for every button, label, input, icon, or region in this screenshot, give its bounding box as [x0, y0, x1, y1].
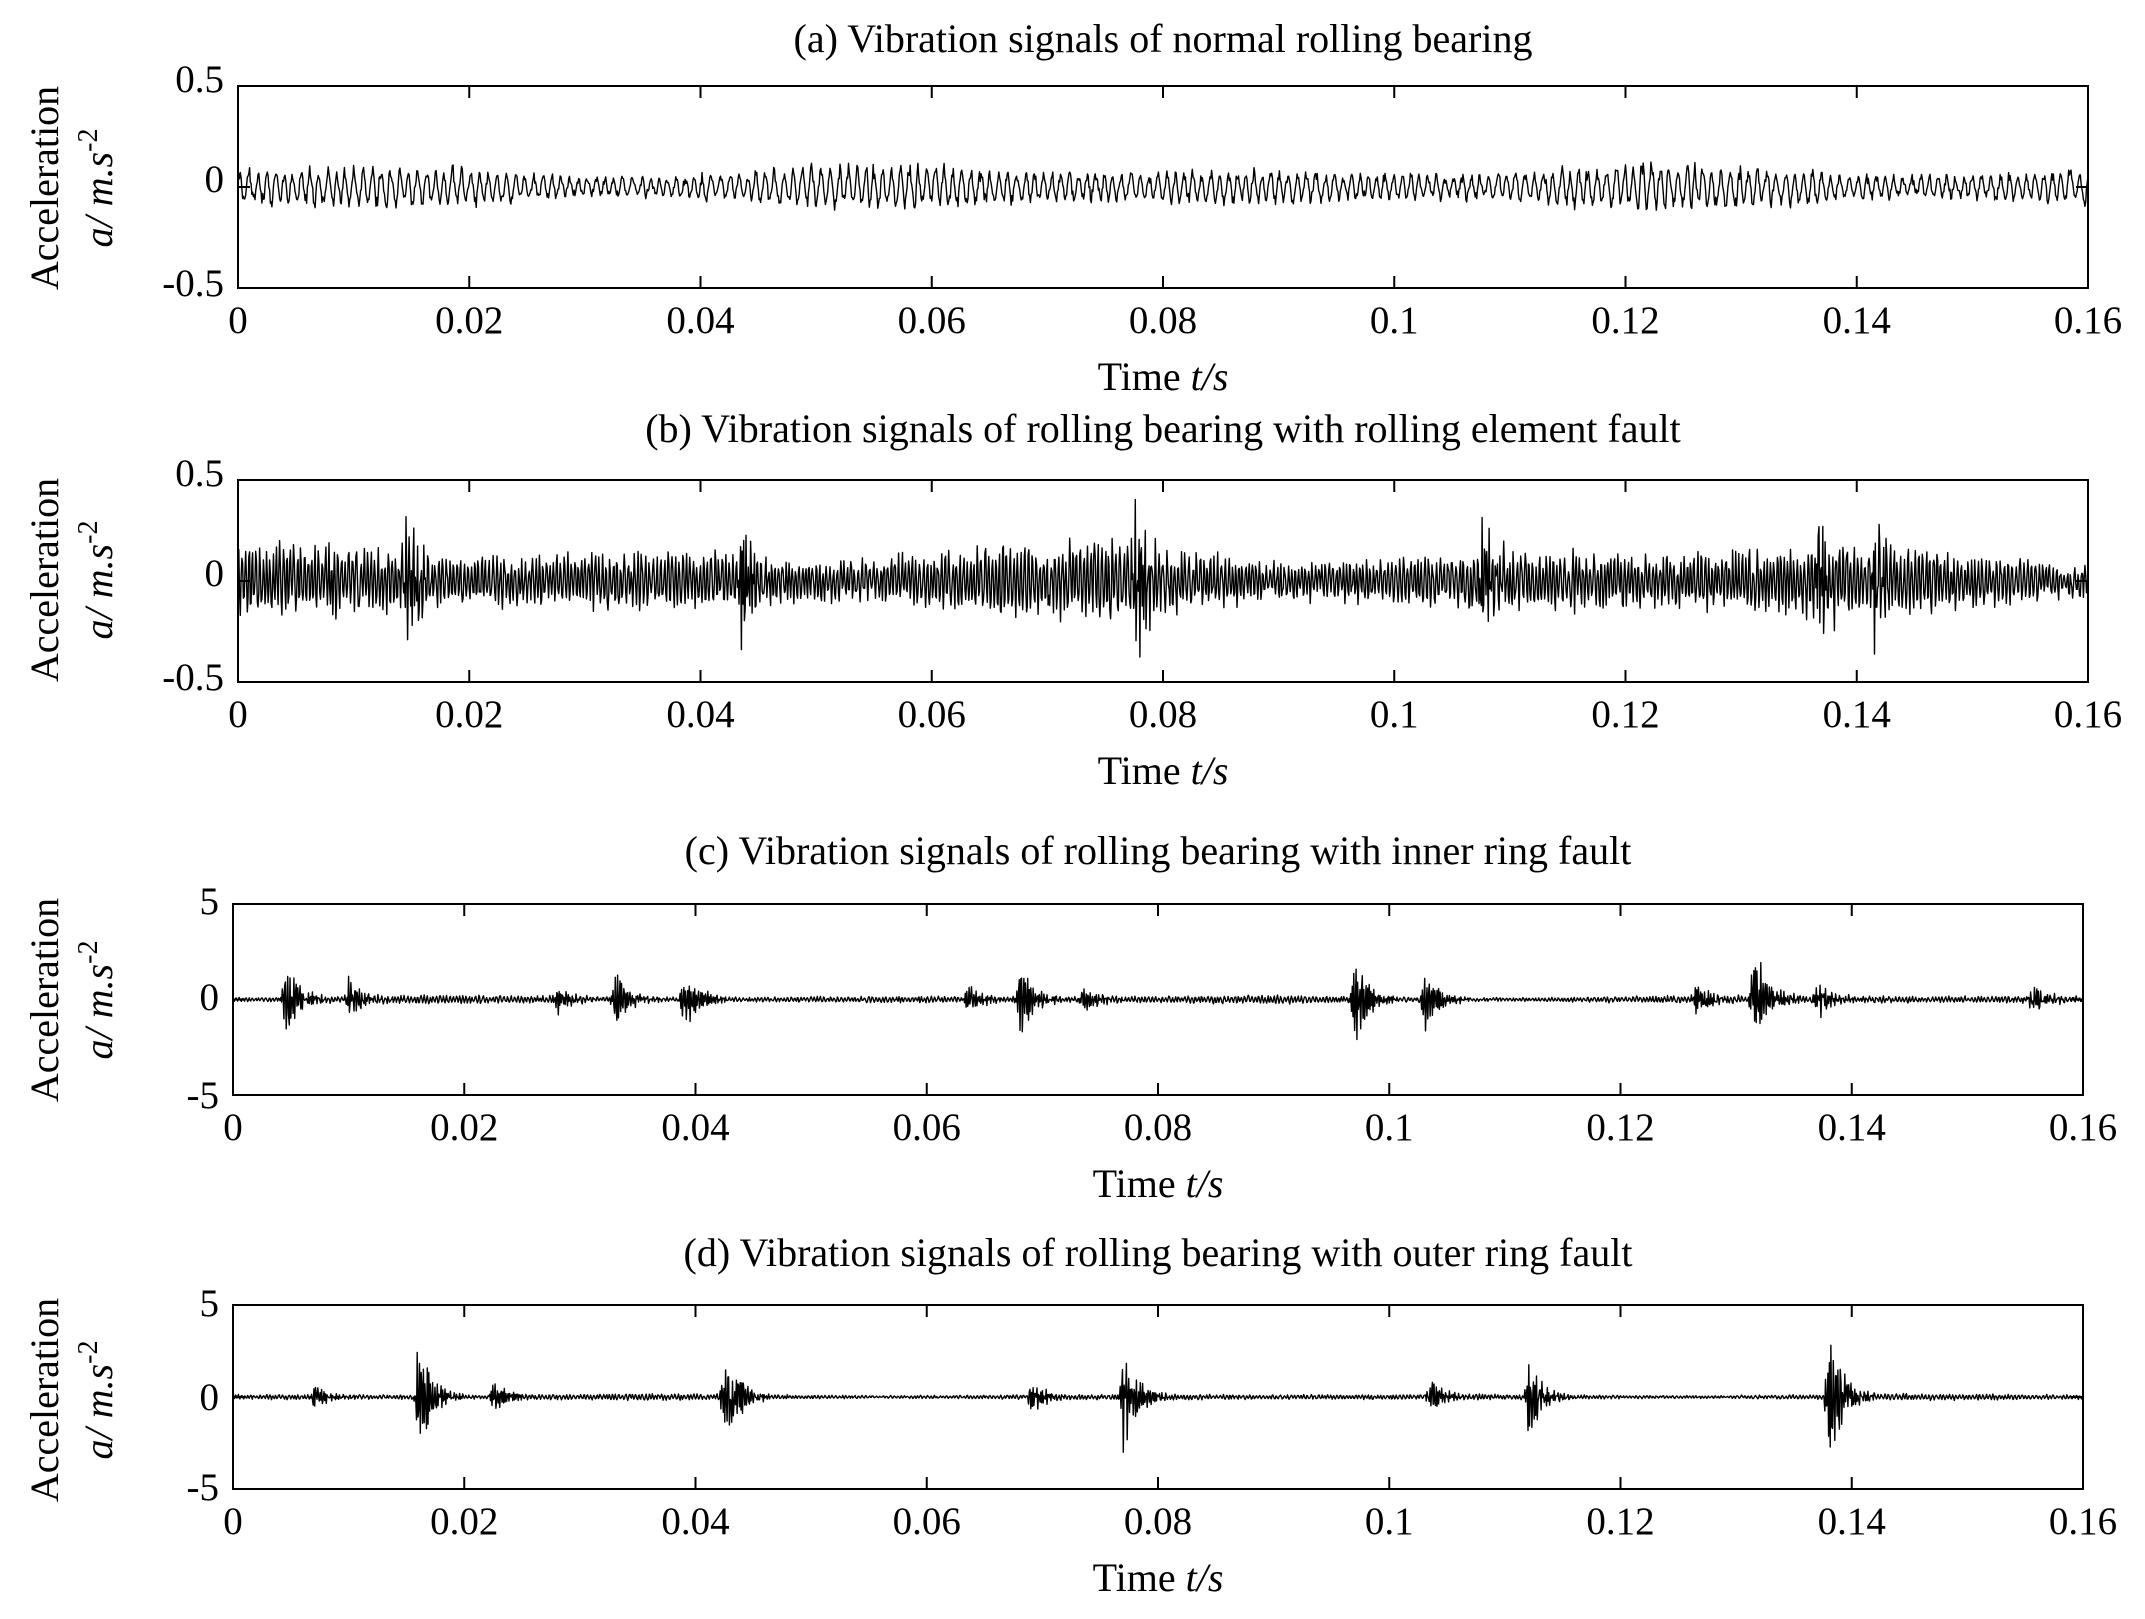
y-tick-label: 5 [200, 1282, 220, 1325]
x-tick-label: 0.08 [1129, 693, 1197, 736]
y-tick-label: -5 [187, 1074, 220, 1117]
x-tick-label: 0.16 [2049, 1500, 2117, 1543]
x-axis-label-text: Time [1093, 1555, 1186, 1600]
y-axis-unit-exponent: -2 [73, 941, 104, 964]
chart-panel-1: (a) Vibration signals of normal rolling … [22, 16, 2122, 399]
x-axis-label: Time t/s [1098, 354, 1229, 399]
x-axis-label-unit: t/s [1191, 748, 1229, 793]
x-tick-label: 0.14 [1823, 299, 1891, 342]
y-axis-label-line2: a/ m.s-2 [73, 521, 122, 640]
y-axis-unit: a/ m.s [76, 964, 121, 1060]
signal-trace [237, 498, 2089, 658]
x-tick-label: 0.02 [430, 1500, 498, 1543]
chart-panel-3: (c) Vibration signals of rolling bearing… [22, 828, 2117, 1206]
x-axis-label-unit: t/s [1186, 1161, 1224, 1206]
y-axis-label-line1: Acceleration [22, 86, 67, 290]
x-tick-label: 0.1 [1365, 1500, 1414, 1543]
x-tick-label: 0.04 [661, 1500, 729, 1543]
x-tick-label: 0.06 [893, 1106, 961, 1149]
y-tick-label: 0.5 [175, 452, 224, 495]
signal-trace [232, 961, 2084, 1041]
x-tick-label: 0.06 [893, 1500, 961, 1543]
signal-trace [232, 1344, 2084, 1454]
x-axis-label-text: Time [1098, 354, 1191, 399]
y-axis-unit: a/ m.s [76, 152, 121, 248]
x-axis-label: Time t/s [1098, 748, 1229, 793]
x-tick-label: 0.14 [1818, 1500, 1886, 1543]
x-axis-label: Time t/s [1093, 1555, 1224, 1600]
x-tick-label: 0.1 [1370, 693, 1419, 736]
y-tick-label: -5 [187, 1466, 220, 1509]
y-tick-label: 0 [205, 552, 225, 595]
x-tick-label: 0.12 [1591, 693, 1659, 736]
x-tick-label: 0.12 [1586, 1500, 1654, 1543]
chart-panel-2: (b) Vibration signals of rolling bearing… [22, 406, 2122, 793]
chart-title: (b) Vibration signals of rolling bearing… [645, 406, 1681, 451]
x-tick-label: 0.12 [1591, 299, 1659, 342]
x-tick-label: 0.06 [898, 693, 966, 736]
y-axis-label-line2: a/ m.s-2 [73, 941, 122, 1060]
y-tick-label: -0.5 [162, 262, 224, 305]
x-tick-label: 0.1 [1370, 299, 1419, 342]
x-tick-label: 0.02 [435, 299, 503, 342]
x-tick-label: 0 [223, 1500, 243, 1543]
x-tick-label: 0.08 [1124, 1500, 1192, 1543]
x-tick-label: 0.14 [1818, 1106, 1886, 1149]
x-tick-label: 0 [228, 299, 248, 342]
x-tick-label: 0.02 [435, 693, 503, 736]
y-axis-unit: a/ m.s [76, 1364, 121, 1460]
x-tick-label: 0.08 [1124, 1106, 1192, 1149]
x-axis-label-unit: t/s [1191, 354, 1229, 399]
x-tick-label: 0.16 [2054, 299, 2122, 342]
x-tick-label: 0 [223, 1106, 243, 1149]
chart-title: (d) Vibration signals of rolling bearing… [684, 1230, 1633, 1275]
x-axis-label-text: Time [1093, 1161, 1186, 1206]
x-axis-label-text: Time [1098, 748, 1191, 793]
y-axis-label-line1: Acceleration [22, 898, 67, 1102]
y-axis-unit: a/ m.s [76, 544, 121, 640]
chart-title: (c) Vibration signals of rolling bearing… [685, 828, 1632, 873]
y-axis-label-line1: Acceleration [22, 1298, 67, 1502]
x-tick-label: 0.16 [2049, 1106, 2117, 1149]
x-tick-label: 0.1 [1365, 1106, 1414, 1149]
x-tick-label: 0.04 [661, 1106, 729, 1149]
x-tick-label: 0.04 [666, 693, 734, 736]
chart-panel-4: (d) Vibration signals of rolling bearing… [22, 1230, 2117, 1600]
y-tick-label: 0 [200, 1376, 220, 1419]
y-tick-label: 0 [205, 158, 225, 201]
y-axis-label-line2: a/ m.s-2 [73, 129, 122, 248]
x-tick-label: 0.02 [430, 1106, 498, 1149]
x-axis-label: Time t/s [1093, 1161, 1224, 1206]
x-tick-label: 0.08 [1129, 299, 1197, 342]
y-axis-label-line1: Acceleration [22, 478, 67, 682]
signal-trace [237, 161, 2089, 211]
x-tick-label: 0.06 [898, 299, 966, 342]
x-tick-label: 0.04 [666, 299, 734, 342]
y-axis-unit-exponent: -2 [73, 1341, 104, 1364]
x-tick-label: 0.16 [2054, 693, 2122, 736]
chart-title: (a) Vibration signals of normal rolling … [794, 16, 1533, 61]
y-axis-unit-exponent: -2 [73, 521, 104, 544]
x-axis-label-unit: t/s [1186, 1555, 1224, 1600]
y-tick-label: -0.5 [162, 656, 224, 699]
y-tick-label: 5 [200, 880, 220, 923]
x-tick-label: 0.14 [1823, 693, 1891, 736]
x-tick-label: 0 [228, 693, 248, 736]
y-tick-label: 0 [200, 976, 220, 1019]
x-tick-label: 0.12 [1586, 1106, 1654, 1149]
y-axis-unit-exponent: -2 [73, 129, 104, 152]
y-axis-label-line2: a/ m.s-2 [73, 1341, 122, 1460]
y-tick-label: 0.5 [175, 58, 224, 101]
